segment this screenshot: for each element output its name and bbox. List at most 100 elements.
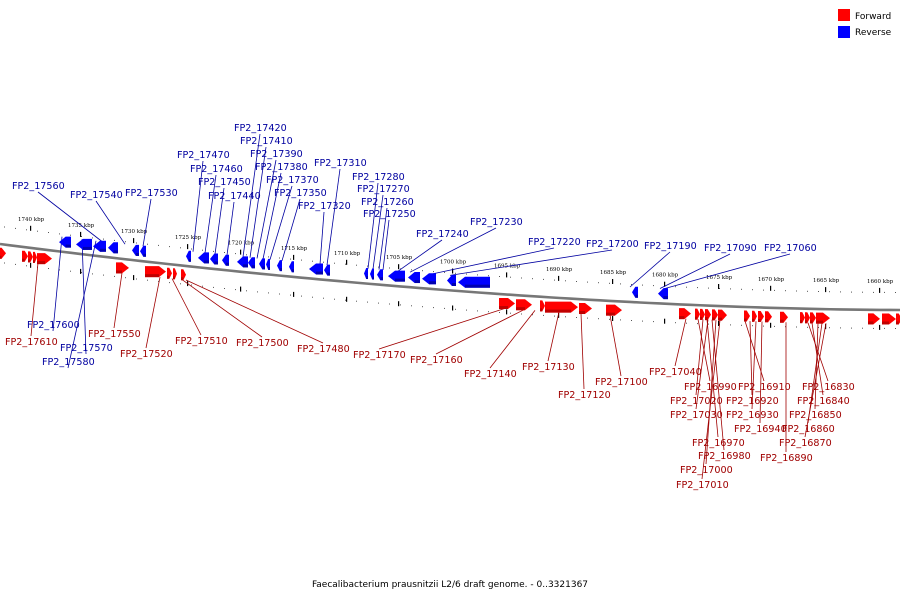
gene-label: FP2_16870: [779, 438, 832, 449]
gene-label: FP2_17420: [234, 123, 287, 134]
gene-label: FP2_17320: [298, 201, 351, 212]
gene-label: FP2_16930: [726, 410, 779, 421]
gene-label: FP2_16910: [738, 382, 791, 393]
gene-label: FP2_16940: [734, 424, 787, 435]
gene-arrow: [868, 313, 880, 325]
gene-arrow: [266, 258, 270, 270]
gene-arrow: [370, 268, 374, 280]
gene-label: FP2_17240: [416, 229, 469, 240]
gene-arrow: [695, 308, 700, 320]
gene-label: FP2_17120: [558, 390, 611, 401]
legend-reverse-label: Reverse: [855, 28, 892, 38]
gene-arrow: [277, 260, 282, 272]
gene-label: FP2_16860: [782, 424, 835, 435]
gene-label: FP2_17600: [27, 320, 80, 331]
legend: Forward Reverse: [838, 9, 892, 38]
gene-arrow: [499, 298, 515, 310]
gene-arrow: [309, 263, 323, 275]
gene-arrow: [186, 250, 191, 262]
gene-label: FP2_17100: [595, 377, 648, 388]
gene-arrow: [800, 312, 805, 324]
gene-arrow: [259, 258, 265, 270]
gene-label: FP2_17460: [190, 164, 243, 175]
gene-arrow: [108, 242, 118, 254]
gene-label: FP2_17130: [522, 362, 575, 373]
gene-label: FP2_17480: [297, 344, 350, 355]
gene-arrows: [0, 236, 900, 325]
gene-arrow: [210, 253, 218, 265]
legend-forward-label: Forward: [855, 12, 891, 22]
scale-tick-label: 1740 kbp: [18, 217, 45, 223]
gene-label: FP2_17520: [120, 349, 173, 360]
gene-label: FP2_17450: [198, 177, 251, 188]
gene-arrow: [173, 268, 177, 280]
gene-arrow: [59, 236, 71, 248]
gene-label: FP2_17270: [357, 184, 410, 195]
gene-arrow: [33, 251, 37, 263]
gene-arrow: [93, 240, 106, 252]
legend-reverse-swatch: [838, 26, 850, 38]
gene-arrow: [28, 251, 33, 263]
gene-arrow: [758, 311, 764, 322]
scale-tick-label: 1705 kbp: [386, 255, 413, 261]
gene-label: FP2_17530: [125, 188, 178, 199]
scale-tick-label: 1730 kbp: [121, 229, 148, 235]
gene-arrow: [896, 313, 900, 325]
gene-arrow: [140, 245, 146, 257]
gene-arrow: [882, 313, 896, 325]
genome-backbone: [0, 242, 900, 312]
gene-arrow: [540, 300, 545, 312]
scale-tick-label: 1685 kbp: [600, 270, 627, 276]
gene-arrow: [579, 303, 592, 315]
gene-arrow: [408, 272, 420, 284]
gene-arrow: [167, 267, 172, 279]
gene-arrow: [712, 309, 718, 321]
gene-label: FP2_17040: [649, 367, 702, 378]
gene-arrow: [116, 262, 129, 274]
gene-arrow: [606, 304, 622, 316]
scale-tick-label: 1680 kbp: [652, 273, 679, 279]
scale-tick-label: 1710 kbp: [334, 251, 361, 257]
gene-label: FP2_17250: [363, 209, 416, 220]
gene-label: FP2_17220: [528, 237, 581, 248]
gene-arrow: [705, 309, 711, 321]
scale-tick-label: 1675 kbp: [706, 275, 733, 281]
gene-label: FP2_17390: [250, 149, 303, 160]
gene-labels: FP2_17560 FP2_17540 FP2_17530 FP2_17470 FP2_…: [5, 123, 855, 491]
scale-tick-label: 1660 kbp: [867, 279, 894, 285]
gene-label: FP2_17310: [314, 158, 367, 169]
gene-label: FP2_17370: [266, 175, 319, 186]
gene-arrow: [516, 299, 532, 311]
gene-arrow: [145, 266, 166, 278]
genome-caption: Faecalibacterium prausnitzii L2/6 draft …: [312, 580, 588, 590]
gene-label: FP2_17610: [5, 337, 58, 348]
gene-label: FP2_17280: [352, 172, 405, 183]
gene-arrow: [222, 254, 229, 266]
gene-label: FP2_17140: [464, 369, 517, 380]
gene-label: FP2_17580: [42, 357, 95, 368]
gene-arrow: [765, 311, 772, 323]
gene-arrow: [545, 301, 578, 313]
gene-label: FP2_16840: [797, 396, 850, 407]
scale-tick-label: 1665 kbp: [813, 278, 840, 284]
gene-arrow: [658, 288, 668, 300]
gene-label: FP2_16890: [760, 453, 813, 464]
scale-tick-label: 1720 kbp: [228, 241, 255, 247]
gene-label: FP2_17170: [353, 350, 406, 361]
gene-arrow: [805, 312, 810, 324]
gene-label: FP2_17410: [240, 136, 293, 147]
gene-arrow: [632, 286, 638, 298]
gene-arrow: [447, 275, 456, 286]
gene-arrow: [816, 312, 830, 324]
gene-arrow: [810, 312, 816, 324]
gene-label: FP2_17190: [644, 241, 697, 252]
gene-arrow: [388, 270, 405, 282]
gene-arrow: [181, 269, 186, 281]
gene-arrow: [289, 261, 294, 273]
gene-label: FP2_17260: [361, 197, 414, 208]
dotted-guides: [4, 226, 896, 329]
gene-arrow: [700, 308, 705, 320]
gene-arrow: [679, 308, 691, 320]
gene-label: FP2_17020: [670, 396, 723, 407]
gene-label: FP2_16990: [684, 382, 737, 393]
